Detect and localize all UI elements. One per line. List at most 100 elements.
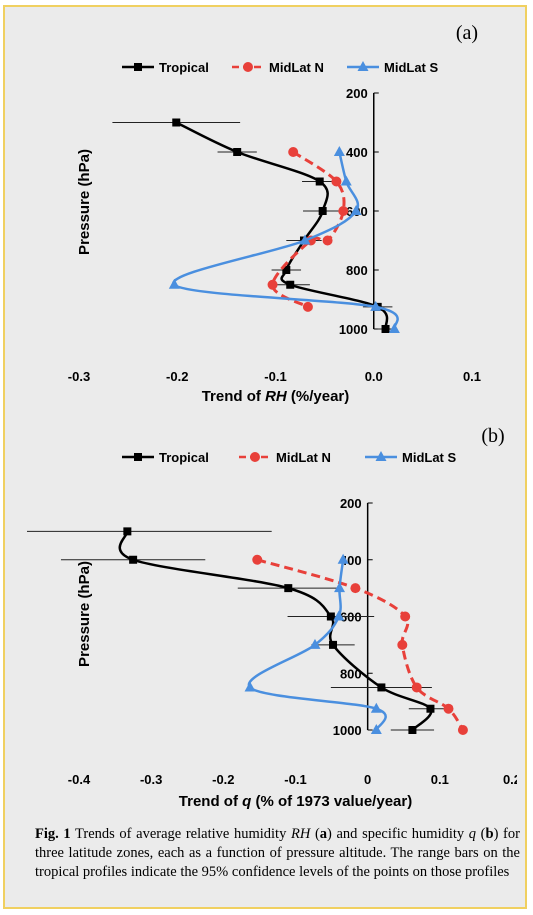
y-tick-label-4: 1000 (333, 723, 362, 738)
data-point-1-1 (350, 583, 361, 594)
y-axis-label: Pressure (hPa) (76, 149, 93, 255)
data-point-1-2 (400, 611, 411, 622)
legend-label-2: MidLat S (402, 450, 456, 465)
caption-text-5: ) for three latitude zones, each as a fu… (35, 826, 520, 880)
caption-fig-label: Fig. 1 (35, 826, 71, 842)
x-axis-label-part-0: Trend of (179, 793, 242, 810)
x-tick-label-1: -0.2 (166, 369, 188, 384)
legend-marker-2 (375, 451, 387, 461)
data-point-0-3 (326, 612, 335, 621)
data-point-2-4 (168, 278, 180, 289)
data-point-2-0 (333, 146, 345, 156)
data-point-1-0 (288, 147, 299, 157)
data-point-2-5 (370, 300, 382, 311)
x-axis-label: Trend of q (% of 1973 value/year) (179, 793, 412, 810)
y-tick-label-3: 800 (340, 666, 362, 681)
data-point-0-1 (233, 148, 242, 156)
y-tick-label-4: 1000 (339, 322, 368, 337)
x-tick-label-3: -0.1 (284, 772, 306, 787)
data-point-1-3 (397, 639, 408, 650)
caption-text-2: ( (310, 826, 320, 842)
x-tick-label-2: -0.1 (264, 369, 286, 384)
x-tick-label-1: -0.3 (140, 772, 162, 787)
y-tick-label-3: 800 (346, 263, 368, 278)
data-point-0-6 (426, 704, 435, 713)
caption-text-4: ( (476, 826, 486, 842)
x-tick-label-2: -0.2 (212, 772, 234, 787)
x-axis-label-part-0: Trend of (202, 388, 265, 405)
y-tick-label-0: 200 (346, 86, 368, 101)
data-point-1-5 (443, 703, 454, 714)
data-point-1-2 (338, 206, 349, 216)
legend-label-1: MidLat N (269, 60, 324, 75)
legend-label-0: Tropical (159, 60, 209, 75)
legend-marker-2 (357, 61, 369, 71)
data-point-2-2 (333, 610, 345, 621)
data-point-0-0 (172, 118, 181, 127)
data-point-2-4 (244, 681, 256, 692)
data-point-1-3 (322, 235, 333, 246)
legend-marker-0 (134, 63, 142, 71)
y-tick-label-0: 200 (340, 496, 362, 511)
x-tick-label-3: 0.0 (365, 369, 383, 384)
x-tick-label-0: -0.4 (68, 772, 91, 787)
series-line-0 (118, 531, 433, 731)
caption-q: q (468, 826, 477, 842)
x-tick-label-4: 0.1 (463, 369, 481, 384)
y-axis-label: Pressure (hPa) (76, 561, 93, 667)
data-point-1-6 (457, 725, 468, 735)
data-point-2-0 (337, 553, 349, 564)
caption-text-3: ) and specific humidity (327, 826, 469, 842)
panel-label: (b) (481, 425, 504, 447)
data-point-0-5 (282, 266, 291, 274)
legend-label-1: MidLat N (276, 450, 331, 465)
legend-label-2: MidLat S (384, 60, 438, 75)
data-point-1-0 (252, 554, 263, 565)
x-tick-label-4: 0 (364, 772, 371, 787)
data-point-0-5 (377, 683, 386, 692)
data-point-2-2 (350, 205, 362, 215)
data-point-0-2 (284, 584, 293, 593)
x-axis-label-part-1: RH (265, 388, 288, 405)
caption-b: b (485, 826, 494, 842)
y-tick-label-1: 400 (346, 145, 368, 160)
data-point-2-6 (388, 323, 400, 333)
data-point-0-0 (123, 527, 132, 536)
data-point-1-6 (302, 301, 313, 312)
x-tick-label-5: 0.1 (431, 772, 449, 787)
x-tick-label-0: -0.3 (68, 369, 90, 384)
x-axis-label-part-2: (% of 1973 value/year) (251, 793, 412, 810)
y-tick-label-1: 400 (340, 553, 362, 568)
caption-rh: RH (290, 826, 311, 842)
caption-a: a (319, 826, 328, 842)
data-point-0-7 (408, 726, 417, 734)
data-point-2-3 (299, 234, 311, 245)
x-axis-label-part-1: q (242, 793, 251, 810)
data-point-2-6 (370, 724, 382, 734)
data-point-1-5 (267, 279, 278, 290)
legend-label-0: Tropical (159, 450, 209, 465)
data-point-0-6 (286, 280, 295, 289)
data-point-2-5 (370, 702, 382, 713)
data-point-2-1 (334, 582, 346, 593)
data-point-1-4 (411, 682, 422, 693)
data-point-0-1 (129, 555, 138, 564)
x-tick-label-6: 0.2 (503, 772, 517, 787)
legend-marker-1 (250, 452, 260, 462)
data-point-0-8 (381, 325, 390, 333)
data-point-1-1 (331, 176, 342, 187)
data-point-2-1 (340, 175, 352, 186)
data-point-0-3 (318, 207, 327, 215)
legend-marker-0 (134, 453, 142, 461)
legend-marker-1 (243, 62, 253, 72)
caption-text-1: Trends of average relative humidity (70, 826, 291, 842)
figure-caption: Fig. 1 Trends of average relative humidi… (35, 825, 520, 882)
chart-panel-b: (b)Tropical MidLat N MidLat S2004006008001… (27, 425, 517, 810)
x-axis-label: Trend of RH (%/year) (202, 388, 350, 405)
data-point-0-4 (329, 640, 338, 649)
x-axis-label-part-2: (%/year) (287, 388, 350, 405)
panel-label: (a) (456, 22, 478, 44)
data-point-2-3 (309, 638, 321, 649)
